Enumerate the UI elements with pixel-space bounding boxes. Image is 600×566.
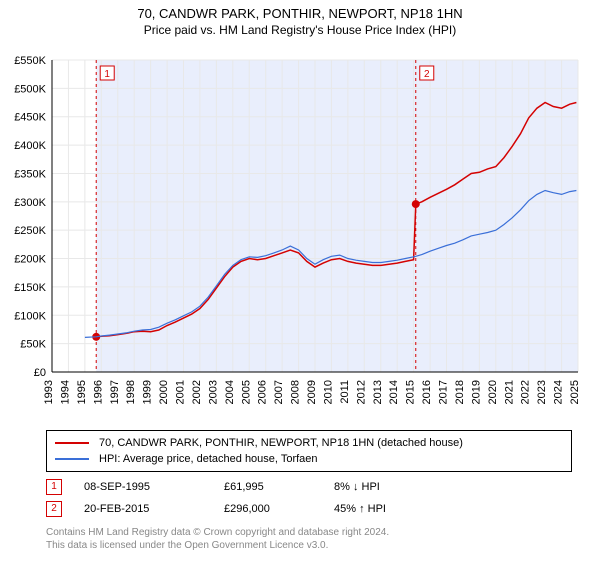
svg-text:2011: 2011 bbox=[339, 380, 351, 404]
svg-text:2024: 2024 bbox=[553, 380, 565, 404]
svg-text:1999: 1999 bbox=[142, 380, 154, 404]
svg-text:2005: 2005 bbox=[240, 380, 252, 404]
svg-text:£550K: £550K bbox=[14, 55, 46, 67]
svg-text:2007: 2007 bbox=[273, 380, 285, 404]
chart-svg: £0 £50K £100K £150K £200K £250K £300K £350K £400… bbox=[8, 52, 592, 422]
svg-text:£350K: £350K bbox=[14, 168, 46, 180]
svg-text:1998: 1998 bbox=[125, 380, 137, 404]
svg-text:£150K: £150K bbox=[14, 282, 46, 294]
svg-text:1995: 1995 bbox=[76, 380, 88, 404]
legend: 70, CANDWR PARK, PONTHIR, NEWPORT, NP18 … bbox=[46, 430, 572, 472]
svg-text:1997: 1997 bbox=[109, 380, 121, 404]
svg-text:2003: 2003 bbox=[207, 380, 219, 404]
legend-swatch-property bbox=[55, 442, 89, 444]
svg-text:£400K: £400K bbox=[14, 140, 46, 152]
svg-text:£250K: £250K bbox=[14, 225, 46, 237]
legend-swatch-hpi bbox=[55, 458, 89, 460]
transaction-pct: 8% ↓ HPI bbox=[334, 481, 380, 493]
svg-text:2025: 2025 bbox=[569, 380, 581, 404]
svg-text:£500K: £500K bbox=[14, 83, 46, 95]
svg-text:2012: 2012 bbox=[355, 380, 367, 404]
svg-text:2023: 2023 bbox=[536, 380, 548, 404]
transaction-row: 1 08-SEP-1995 £61,995 8% ↓ HPI bbox=[46, 476, 566, 498]
footer-line1: Contains HM Land Registry data © Crown c… bbox=[46, 526, 389, 539]
transaction-price: £61,995 bbox=[224, 481, 334, 493]
transaction-marker-2: 2 bbox=[46, 501, 62, 517]
legend-row-property: 70, CANDWR PARK, PONTHIR, NEWPORT, NP18 … bbox=[55, 435, 563, 451]
svg-text:2022: 2022 bbox=[520, 380, 532, 404]
svg-text:2009: 2009 bbox=[306, 380, 318, 404]
svg-text:£450K: £450K bbox=[14, 112, 46, 124]
svg-text:£200K: £200K bbox=[14, 254, 46, 266]
svg-text:1993: 1993 bbox=[43, 380, 55, 404]
svg-text:£50K: £50K bbox=[20, 339, 46, 351]
legend-label-property: 70, CANDWR PARK, PONTHIR, NEWPORT, NP18 … bbox=[99, 435, 463, 451]
svg-text:2015: 2015 bbox=[405, 380, 417, 404]
transaction-table: 1 08-SEP-1995 £61,995 8% ↓ HPI 2 20-FEB-… bbox=[46, 476, 566, 520]
transaction-pct: 45% ↑ HPI bbox=[334, 503, 386, 515]
svg-text:2: 2 bbox=[424, 69, 430, 80]
transaction-date: 08-SEP-1995 bbox=[84, 481, 224, 493]
transaction-price: £296,000 bbox=[224, 503, 334, 515]
footer-line2: This data is licensed under the Open Gov… bbox=[46, 539, 389, 552]
svg-text:2017: 2017 bbox=[438, 380, 450, 404]
svg-text:1996: 1996 bbox=[92, 380, 104, 404]
svg-text:1: 1 bbox=[104, 69, 110, 80]
svg-text:1994: 1994 bbox=[59, 380, 71, 404]
svg-text:2020: 2020 bbox=[487, 380, 499, 404]
svg-text:2002: 2002 bbox=[191, 380, 203, 404]
legend-label-hpi: HPI: Average price, detached house, Torf… bbox=[99, 451, 318, 467]
svg-text:£300K: £300K bbox=[14, 197, 46, 209]
svg-text:2018: 2018 bbox=[454, 380, 466, 404]
svg-text:2000: 2000 bbox=[158, 380, 170, 404]
footer: Contains HM Land Registry data © Crown c… bbox=[46, 526, 389, 552]
chart-title: 70, CANDWR PARK, PONTHIR, NEWPORT, NP18 … bbox=[0, 6, 600, 21]
svg-text:2006: 2006 bbox=[257, 380, 269, 404]
transaction-row: 2 20-FEB-2015 £296,000 45% ↑ HPI bbox=[46, 498, 566, 520]
svg-text:2021: 2021 bbox=[503, 380, 515, 404]
svg-text:2001: 2001 bbox=[175, 380, 187, 404]
svg-text:2019: 2019 bbox=[470, 380, 482, 404]
svg-text:2013: 2013 bbox=[372, 380, 384, 404]
legend-row-hpi: HPI: Average price, detached house, Torf… bbox=[55, 451, 563, 467]
chart-area: £0 £50K £100K £150K £200K £250K £300K £350K £400… bbox=[8, 52, 592, 422]
svg-text:2016: 2016 bbox=[421, 380, 433, 404]
svg-text:2010: 2010 bbox=[322, 380, 334, 404]
transaction-date: 20-FEB-2015 bbox=[84, 503, 224, 515]
svg-text:2008: 2008 bbox=[290, 380, 302, 404]
transaction-marker-1: 1 bbox=[46, 479, 62, 495]
svg-text:£0: £0 bbox=[34, 367, 46, 379]
chart-subtitle: Price paid vs. HM Land Registry's House … bbox=[0, 23, 600, 37]
svg-text:2004: 2004 bbox=[224, 380, 236, 404]
svg-text:2014: 2014 bbox=[388, 380, 400, 404]
svg-text:£100K: £100K bbox=[14, 310, 46, 322]
